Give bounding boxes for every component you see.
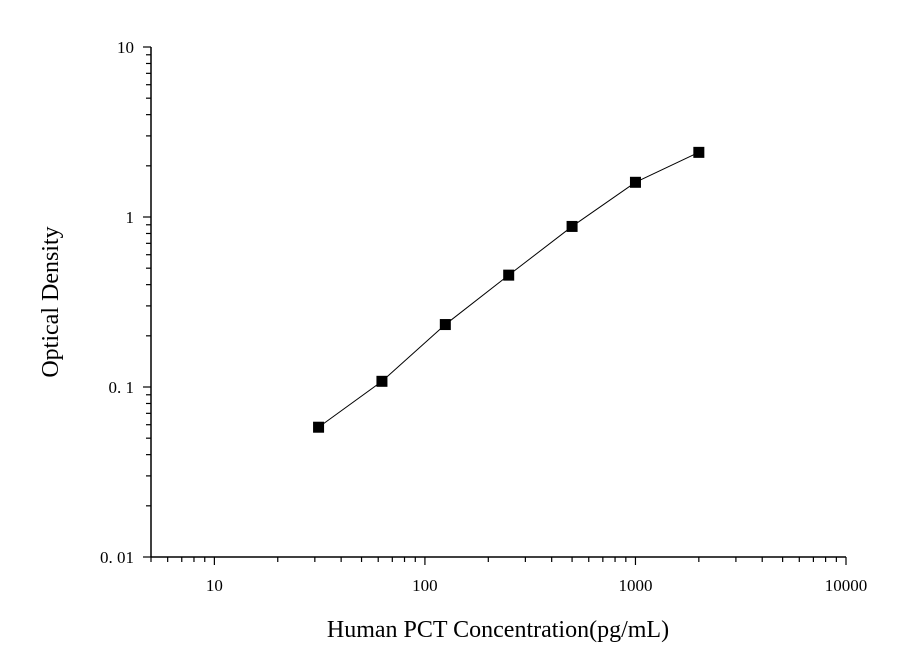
series-line [318,151,700,428]
data-point-marker [313,421,325,433]
data-point-marker [693,146,705,158]
data-point-marker [629,176,641,188]
tick-labels: 10 100 1000 10000 0. 01 0. 1 1 10 [100,38,867,595]
x-tick-label: 10000 [825,576,868,595]
data-point-marker [376,375,388,387]
data-point-marker [439,319,451,331]
series [313,146,705,433]
x-tick-label: 1000 [618,576,652,595]
axes [150,47,846,558]
data-point-marker [503,269,515,281]
x-axis-title: Human PCT Concentration(pg/mL) [327,617,669,643]
data-point-marker [566,220,578,232]
y-tick-label: 0. 01 [100,548,134,567]
ticks [143,46,847,565]
y-tick-label: 0. 1 [109,378,135,397]
x-tick-label: 10 [206,576,223,595]
y-tick-label: 1 [126,208,135,227]
y-axis-title: Optical Density [38,226,64,377]
y-tick-label: 10 [117,38,134,57]
x-tick-label: 100 [412,576,438,595]
